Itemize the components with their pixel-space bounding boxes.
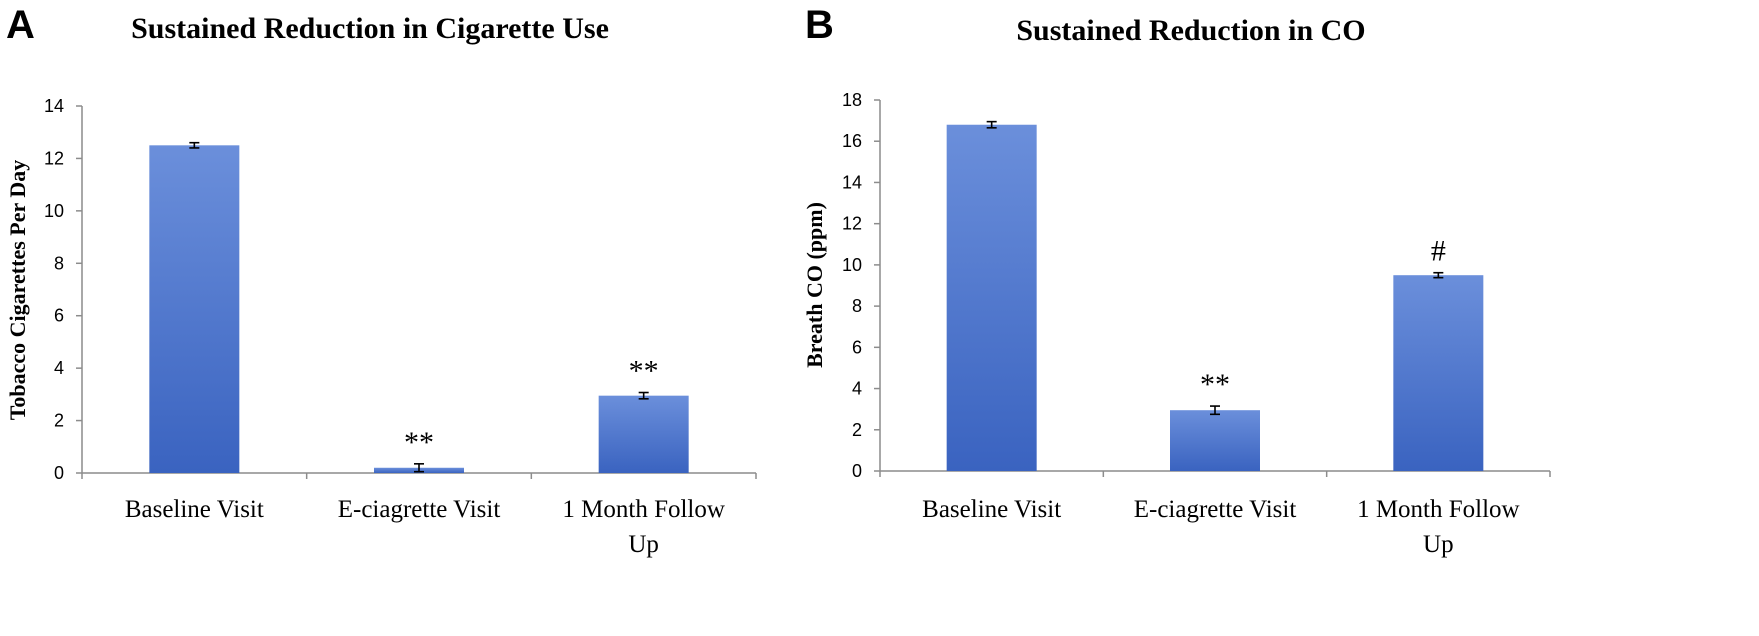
chart-b-ylabel: Breath CO (ppm): [802, 202, 827, 368]
bar-2: [1170, 410, 1260, 471]
error-bar-1: [189, 141, 200, 149]
x-category-label-1: Baseline Visit: [125, 496, 264, 523]
x-category-label-3: 1 Month Follow Up: [562, 496, 725, 558]
y-tick-label: 2: [54, 411, 64, 431]
y-tick-label: 0: [852, 461, 862, 481]
bar-1: [149, 145, 240, 474]
chart-panel-b: B Sustained Reduction in CO Breath CO (p…: [802, 3, 1551, 558]
panel-b-letter: B: [805, 3, 834, 47]
y-tick-label: 18: [842, 90, 862, 110]
chart-a-plot: 0 2 4 6 8 10 12 14 Baseline Visit ** E-ciagrette V…: [44, 96, 757, 558]
x-category-label-3: 1 Month Follow Up: [1357, 496, 1520, 558]
chart-a-ylabel: Tobacco Cigarettes Per Day: [5, 160, 30, 421]
y-tick-label: 4: [852, 379, 862, 399]
y-tick-label: 0: [54, 463, 64, 483]
error-bar-1: [986, 120, 997, 129]
error-bar-2: [1210, 405, 1220, 416]
error-bar-2: [414, 463, 424, 473]
chart-b-plot: 0 2 4 6 8 10 12 14 16 18 Baseline Visit ** E-ciagret…: [842, 90, 1551, 558]
x-category-label-2: E-ciagrette Visit: [338, 496, 501, 523]
y-tick-label: 6: [54, 306, 64, 326]
y-tick-label: 14: [44, 96, 64, 116]
y-tick-label: 14: [842, 172, 862, 192]
y-tick-label: 4: [54, 358, 64, 378]
y-tick-label: 16: [842, 131, 862, 151]
error-bar-3: [638, 391, 649, 400]
x-category-label-2: E-ciagrette Visit: [1134, 496, 1297, 523]
chart-b-title: Sustained Reduction in CO: [1016, 14, 1365, 47]
y-tick-label: 10: [44, 201, 64, 221]
error-bar-3: [1433, 271, 1444, 279]
significance-annotation-2: **: [1200, 368, 1230, 401]
y-tick-label: 8: [54, 253, 64, 273]
panel-a-letter: A: [6, 3, 35, 47]
chart-a-title: Sustained Reduction in Cigarette Use: [131, 12, 609, 45]
significance-annotation-3: **: [629, 355, 659, 388]
bar-1: [946, 124, 1037, 471]
bar-3: [598, 395, 689, 473]
y-tick-label: 8: [852, 296, 862, 316]
chart-panel-a: A Sustained Reduction in Cigarette Use T…: [5, 3, 757, 558]
y-tick-label: 10: [842, 255, 862, 275]
y-tick-label: 6: [852, 337, 862, 357]
significance-annotation-2: **: [404, 426, 434, 459]
y-tick-label: 2: [852, 420, 862, 440]
y-tick-label: 12: [44, 148, 64, 168]
y-tick-label: 12: [842, 214, 862, 234]
bar-3: [1393, 275, 1484, 471]
significance-annotation-3: #: [1431, 235, 1446, 268]
x-category-label-1: Baseline Visit: [922, 496, 1061, 523]
